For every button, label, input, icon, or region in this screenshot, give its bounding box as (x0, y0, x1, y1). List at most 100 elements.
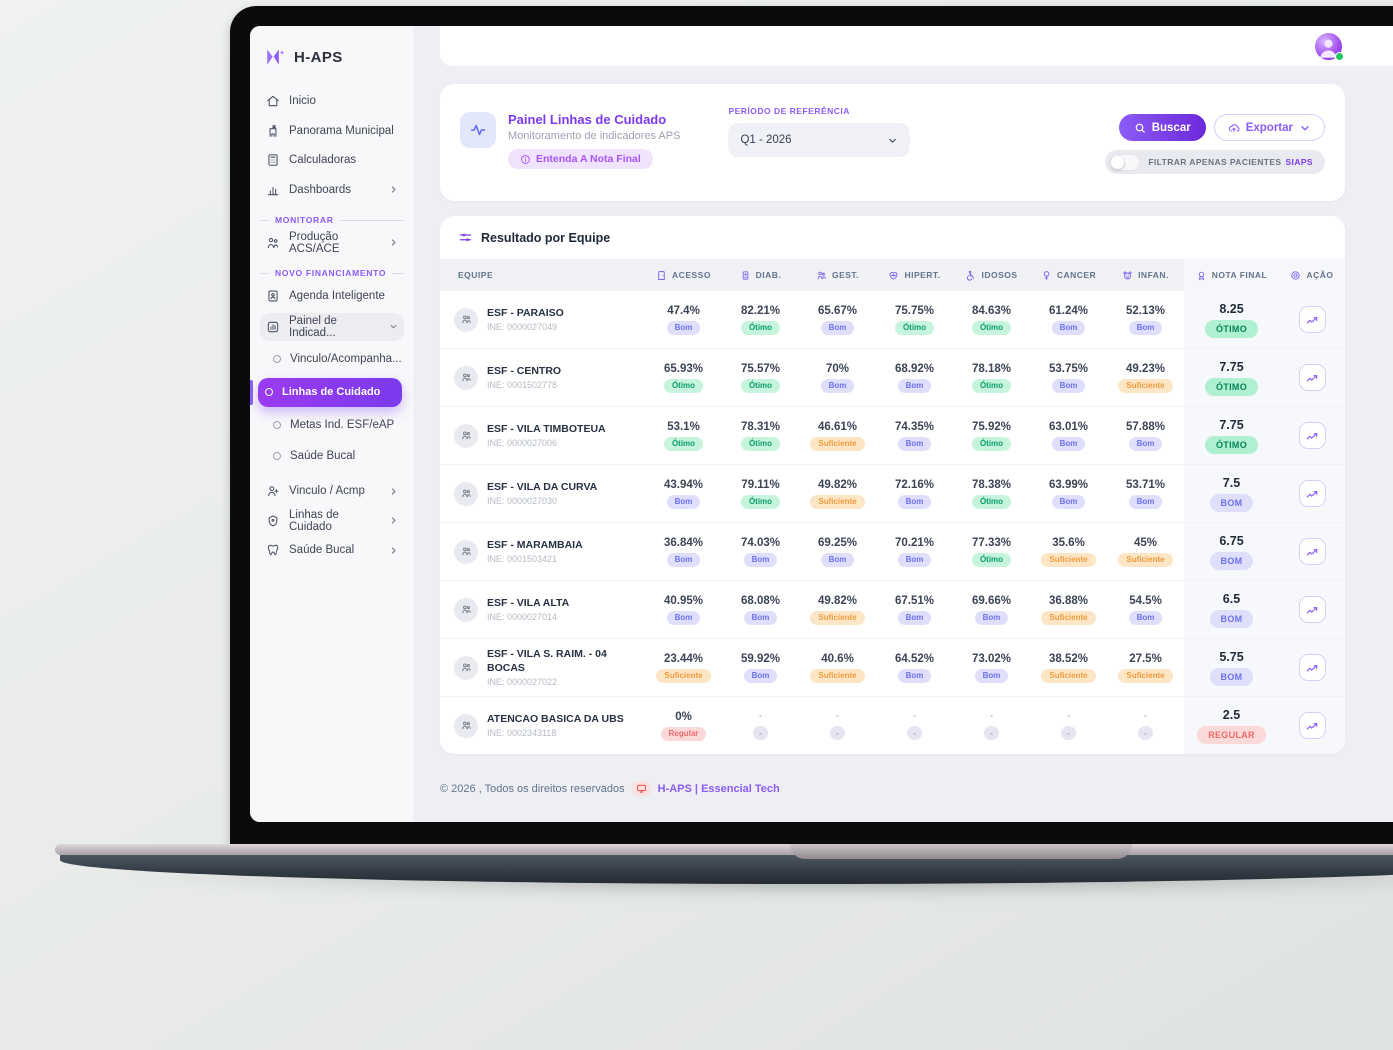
bar-chart-icon (266, 183, 280, 197)
indicator-cell: 72.16% Bom (876, 465, 953, 522)
indicator-cell: -- (876, 697, 953, 754)
chart-action-button[interactable] (1298, 422, 1326, 449)
indicator-cell: 69.66% Bom (953, 581, 1030, 638)
sidebar-subitem-linhas-de-cuidado[interactable]: Linhas de Cuidado (250, 377, 402, 407)
indicator-cell: 82.21% Ótimo (722, 291, 799, 348)
status-badge: Ótimo (971, 494, 1012, 509)
status-badge: Suficiente (810, 494, 865, 509)
status-badge: Bom (820, 320, 855, 335)
sidebar-item-label: Vinculo / Acmp (289, 485, 365, 497)
status-badge: Bom (743, 552, 778, 567)
sidebar-item-dashboards[interactable]: Dashboards (260, 177, 404, 202)
status-badge: Ótimo (663, 378, 704, 393)
sidebar-subitem-saude-bucal[interactable]: Saúde Bucal (266, 444, 404, 469)
results-table-card: Resultado por Equipe EQUIPE ACESSO DIAB. GE… (440, 216, 1345, 754)
indicator-cell: 70% Bom (799, 349, 876, 406)
team-avatar (454, 307, 478, 332)
indicator-value: 72.16% (894, 478, 934, 491)
team-avatar-icon (460, 661, 473, 674)
footer: © 2026 , Todos os direitos reservados H-… (440, 781, 1393, 796)
nota-final-cell: 5.75 BOM (1184, 639, 1279, 696)
period-value: Q1 - 2026 (740, 134, 792, 146)
people-icon (816, 270, 827, 281)
status-badge: Bom (897, 610, 932, 625)
indicator-cell: 77.33% Ótimo (953, 523, 1030, 580)
status-badge: Bom (1051, 378, 1086, 393)
period-select[interactable]: Q1 - 2026 (728, 123, 911, 157)
indicator-cell: 49.23% Suficiente (1107, 349, 1184, 406)
user-avatar[interactable] (1315, 32, 1344, 61)
status-badge: Bom (666, 610, 701, 625)
indicator-value: 78.38% (971, 478, 1011, 491)
sidebar-item-label: Inicio (289, 95, 316, 107)
page-subtitle: Monitoramento de indicadores APS (508, 130, 681, 142)
status-badge: Suficiente (810, 668, 865, 683)
chevron-down-icon (887, 135, 898, 146)
footer-brand-link[interactable]: H-APS | Essencial Tech (657, 782, 780, 795)
column-header-diab: DIAB. (722, 259, 799, 291)
heart-pulse-icon (888, 270, 899, 281)
chart-action-button[interactable] (1298, 712, 1326, 739)
status-badge: Bom (743, 610, 778, 625)
indicator-value: 75.57% (740, 362, 780, 375)
sidebar-item-linhas-de-cuidado[interactable]: Linhas de Cuidado (260, 508, 404, 533)
team-cell: ESF - VILA TIMBOTEUA INE: 0000027006 (440, 407, 645, 464)
sidebar-item-calculadoras[interactable]: Calculadoras (260, 148, 404, 173)
indicator-value: 65.67% (817, 304, 857, 317)
sidebar-subitem-metas-ind-esf-eap[interactable]: Metas Ind. ESF/eAP (266, 413, 404, 438)
indicator-value: 49.82% (817, 594, 857, 607)
indicator-value: 79.11% (741, 478, 780, 491)
header-actions: Buscar Exportar FILTRAR APENAS (1105, 114, 1325, 174)
chart-action-button[interactable] (1298, 480, 1326, 507)
chart-action-button[interactable] (1298, 654, 1326, 681)
team-name: ESF - VILA S. RAIM. - 04 BOCAS (487, 647, 607, 674)
status-badge: Suficiente (810, 610, 865, 625)
chart-action-button[interactable] (1298, 538, 1326, 565)
sidebar-item-saude-bucal[interactable]: Saúde Bucal (260, 538, 404, 563)
exportar-button[interactable]: Exportar (1213, 114, 1325, 141)
sidebar-item-label: Metas Ind. ESF/eAP (290, 419, 395, 431)
table-title-row: Resultado por Equipe (440, 216, 1345, 259)
period-label: PERÍODO DE REFERÊNCIA (728, 106, 850, 116)
indicator-cell: 40.95% Bom (645, 581, 722, 638)
status-badge: Bom (1128, 320, 1163, 335)
door-icon (656, 270, 667, 281)
indicator-value: 68.08% (740, 594, 780, 607)
sidebar-item-inicio[interactable]: Inicio (260, 89, 404, 114)
sidebar-item-producao-acs-ace[interactable]: Produção ACS/ACE (260, 230, 404, 255)
search-icon (1134, 122, 1146, 134)
entenda-nota-final-button[interactable]: Entenda A Nota Final (508, 149, 653, 169)
teddy-face-icon (1122, 270, 1133, 281)
sidebar-item-panorama-municipal[interactable]: Panorama Municipal (260, 118, 404, 143)
indicator-value: 69.25% (817, 536, 857, 549)
indicator-cell: 75.92% Ótimo (953, 407, 1030, 464)
indicator-value: 53.75% (1048, 362, 1088, 375)
chart-action-button[interactable] (1298, 364, 1326, 391)
contact-book-icon (266, 289, 280, 303)
siaps-filter-toggle[interactable] (1109, 153, 1141, 171)
sidebar-item-vinculo-acmp[interactable]: Vinculo / Acmp (260, 479, 404, 504)
sidebar-item-label: Calculadoras (289, 154, 357, 166)
nota-final-score: 7.75 (1219, 359, 1244, 374)
chart-action-button[interactable] (1298, 306, 1326, 333)
status-badge: Bom (1128, 494, 1163, 509)
indicator-cell: 75.75% Ótimo (876, 291, 953, 348)
indicator-cell: 75.57% Ótimo (722, 349, 799, 406)
indicator-cell: 54.5% Bom (1107, 581, 1184, 638)
nota-final-cell: 7.5 BOM (1184, 465, 1279, 522)
column-label: CANCER (1056, 270, 1097, 280)
team-name: ESF - PARAISO (487, 306, 564, 319)
status-badge: Bom (897, 378, 932, 393)
nota-final-score: 6.75 (1219, 533, 1244, 548)
sidebar-subitem-vinculo-acompanhamento[interactable]: Vinculo/Acompanha... (266, 347, 404, 372)
indicator-cell: -- (722, 697, 799, 754)
indicator-cell: 43.94% Bom (645, 465, 722, 522)
chart-action-button[interactable] (1298, 596, 1326, 623)
sidebar-item-painel-de-indicadores[interactable]: Painel de Indicad... (260, 312, 404, 341)
sidebar-item-agenda-inteligente[interactable]: Agenda Inteligente (260, 283, 404, 308)
buscar-button[interactable]: Buscar (1118, 114, 1206, 141)
indicator-cell: 70.21% Bom (876, 523, 953, 580)
nota-final-score: 5.75 (1219, 649, 1244, 664)
indicator-value: 84.63% (971, 304, 1011, 317)
action-cell (1279, 581, 1345, 638)
